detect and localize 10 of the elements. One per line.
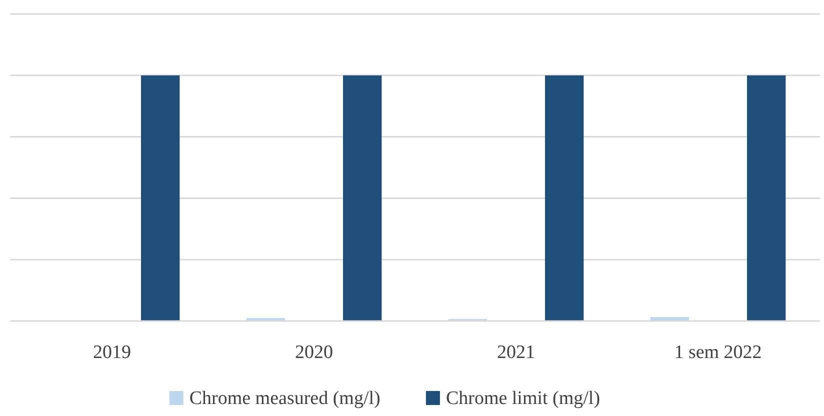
bar bbox=[746, 75, 786, 321]
bar bbox=[141, 75, 180, 321]
legend-label: Chrome limit (mg/l) bbox=[446, 388, 600, 409]
legend-label: Chrome measured (mg/l) bbox=[189, 388, 380, 409]
x-tick-label: 2019 bbox=[93, 342, 132, 363]
bar bbox=[545, 75, 584, 321]
x-tick-label: 1 sem 2022 bbox=[674, 342, 762, 363]
x-tick-label: 2021 bbox=[496, 342, 535, 363]
bar bbox=[343, 75, 382, 321]
x-tick-label: 2020 bbox=[295, 342, 334, 363]
